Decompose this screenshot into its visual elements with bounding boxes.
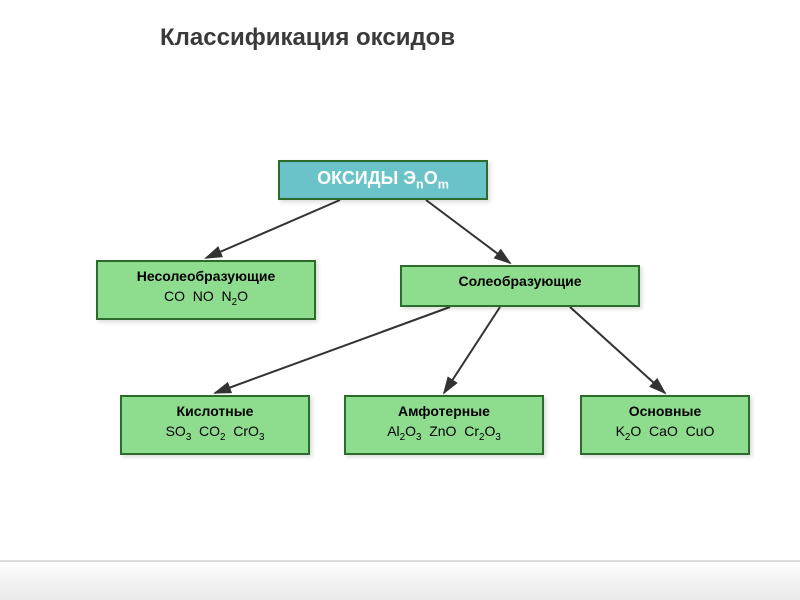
level3-node-label-0: Кислотные (130, 403, 300, 419)
footer-shadow (0, 560, 800, 600)
slide: Классификация оксидов ОКСИДЫ ЭnOm Несоле… (0, 0, 800, 600)
level3-node-0: Кислотные SO3 CO2 CrO3 (120, 395, 310, 455)
root-label: ОКСИДЫ ЭnOm (317, 168, 449, 192)
level3-node-formula-2: K2O CaO CuO (590, 423, 740, 443)
arrow-0 (206, 200, 340, 258)
level3-node-2: Основные K2O CaO CuO (580, 395, 750, 455)
level3-node-1: Амфотерные Al2O3 ZnO Cr2O3 (344, 395, 544, 455)
level2-node-label-0: Несолеобразующие (106, 268, 306, 284)
level3-node-formula-1: Al2O3 ZnO Cr2O3 (354, 423, 534, 443)
level2-node-label-1: Солеобразующие (410, 273, 630, 289)
level2-node-1: Солеобразующие (400, 265, 640, 307)
level3-node-label-1: Амфотерные (354, 403, 534, 419)
level3-node-label-2: Основные (590, 403, 740, 419)
arrow-4 (570, 307, 665, 393)
level2-node-formula-0: CO NO N2O (106, 288, 306, 308)
arrow-1 (426, 200, 510, 263)
arrow-3 (444, 307, 500, 393)
slide-title: Классификация оксидов (160, 24, 455, 52)
level2-node-0: Несолеобразующие CO NO N2O (96, 260, 316, 320)
level3-node-formula-0: SO3 CO2 CrO3 (130, 423, 300, 443)
root-node: ОКСИДЫ ЭnOm (278, 160, 488, 200)
